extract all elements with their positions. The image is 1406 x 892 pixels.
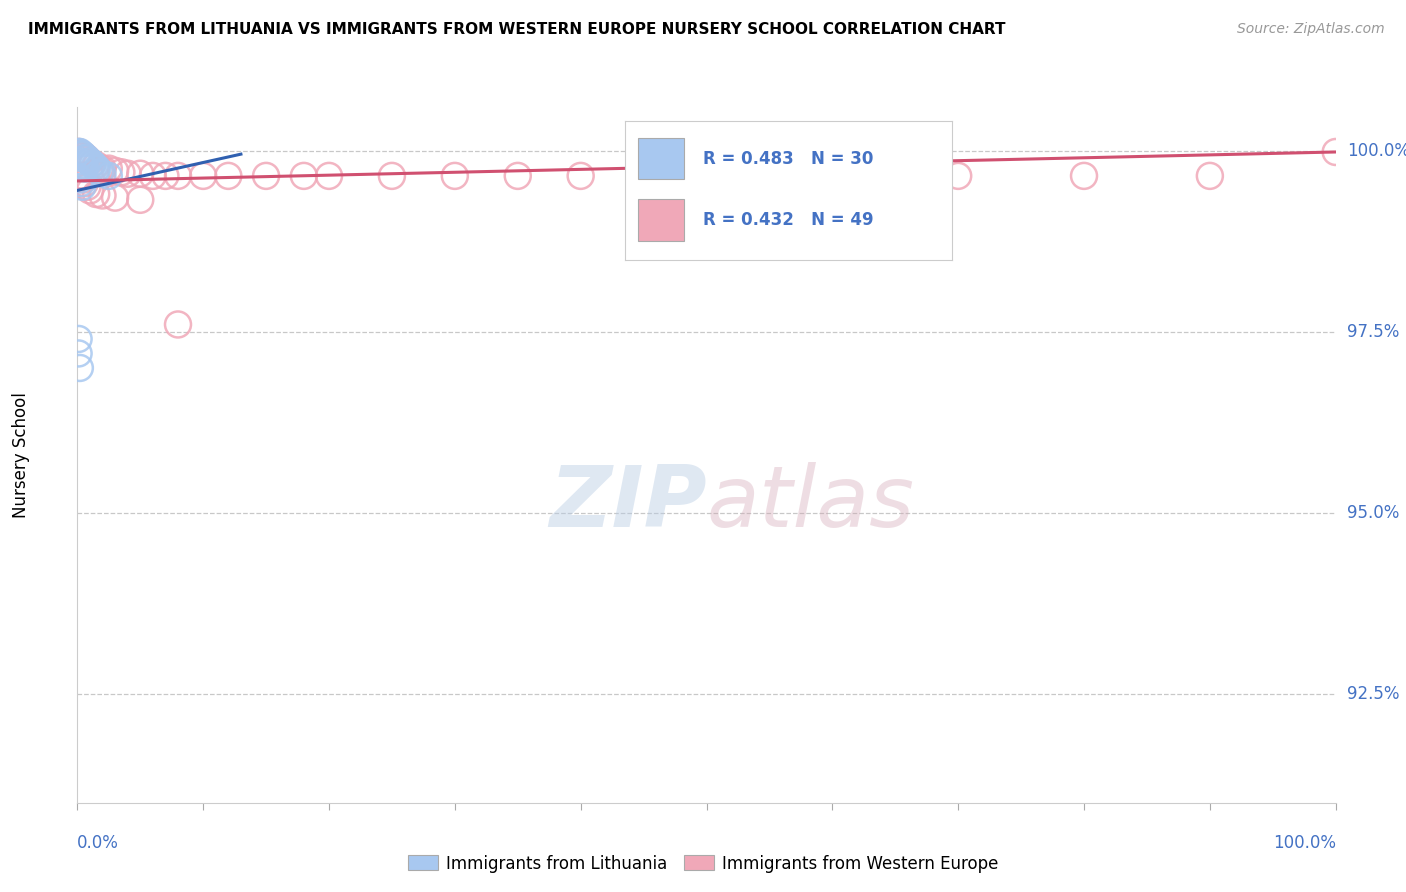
Point (84, 187, 107, 202)
Point (89, 161, 111, 176)
Point (84, 160, 107, 174)
Point (77, 154, 100, 169)
Point (70, 147, 93, 161)
Point (72, 179, 94, 194)
Point (91, 161, 114, 176)
Text: ZIP: ZIP (548, 462, 707, 545)
Text: atlas: atlas (707, 462, 914, 545)
Point (73, 161, 96, 176)
Point (217, 169, 239, 183)
Point (69, 145, 91, 159)
Point (167, 318, 190, 332)
Point (72, 148, 94, 162)
Point (84, 158, 107, 172)
Text: 0.0%: 0.0% (77, 834, 120, 852)
Point (70, 147, 93, 161)
Text: 100.0%: 100.0% (1347, 142, 1406, 160)
Point (79, 154, 101, 169)
Point (948, 169, 970, 183)
Point (506, 169, 529, 183)
Point (69, 146, 91, 161)
Point (72, 158, 94, 172)
Point (79, 154, 101, 169)
Point (69, 154, 91, 169)
Point (72, 148, 94, 162)
Point (75, 151, 97, 165)
Point (77, 154, 100, 169)
Point (70, 176, 93, 190)
Point (83, 158, 105, 172)
Point (569, 169, 592, 183)
Point (75, 151, 97, 165)
Point (67, 332, 90, 346)
Text: 92.5%: 92.5% (1347, 685, 1399, 703)
Legend: Immigrants from Lithuania, Immigrants from Western Europe: Immigrants from Lithuania, Immigrants fr… (401, 848, 1005, 880)
Point (142, 169, 165, 183)
Point (72, 169, 94, 183)
Point (318, 169, 340, 183)
Point (73, 151, 96, 165)
Text: IMMIGRANTS FROM LITHUANIA VS IMMIGRANTS FROM WESTERN EUROPE NURSERY SCHOOL CORRE: IMMIGRANTS FROM LITHUANIA VS IMMIGRANTS … (28, 22, 1005, 37)
Point (110, 165, 132, 179)
Point (129, 167, 152, 181)
Point (67, 346, 90, 360)
Point (381, 169, 404, 183)
Point (91, 167, 114, 181)
Point (97, 169, 120, 183)
Point (82, 156, 104, 170)
Text: 95.0%: 95.0% (1347, 504, 1399, 522)
Point (79, 183, 101, 197)
Point (67, 145, 90, 159)
Text: Source: ZipAtlas.com: Source: ZipAtlas.com (1237, 22, 1385, 37)
Point (84, 161, 107, 176)
Point (76, 153, 98, 167)
Point (1198, 169, 1220, 183)
Point (104, 191, 127, 205)
Point (82, 156, 104, 170)
Point (72, 172, 94, 186)
Point (70, 169, 93, 183)
Point (67, 145, 90, 159)
Point (80, 156, 103, 170)
Point (97, 161, 120, 176)
Point (69, 361, 91, 376)
Point (76, 179, 98, 194)
Point (167, 169, 190, 183)
Text: Nursery School: Nursery School (11, 392, 30, 518)
Point (104, 164, 127, 178)
Text: 100.0%: 100.0% (1272, 834, 1336, 852)
Point (191, 169, 215, 183)
Point (696, 169, 718, 183)
Point (117, 167, 139, 181)
Point (86, 161, 108, 176)
Text: 97.5%: 97.5% (1347, 323, 1399, 341)
Point (254, 169, 277, 183)
Point (73, 151, 96, 165)
Point (444, 169, 467, 183)
Point (1324, 145, 1347, 159)
Point (1073, 169, 1095, 183)
Point (73, 176, 96, 190)
Point (155, 169, 177, 183)
Point (72, 148, 94, 162)
Point (72, 147, 94, 161)
Point (89, 165, 111, 179)
Point (821, 169, 844, 183)
Point (70, 156, 93, 170)
Point (129, 193, 152, 207)
Point (69, 169, 91, 183)
Point (91, 188, 114, 202)
Point (69, 172, 91, 186)
Point (292, 169, 315, 183)
Point (72, 160, 94, 174)
Point (76, 153, 98, 167)
